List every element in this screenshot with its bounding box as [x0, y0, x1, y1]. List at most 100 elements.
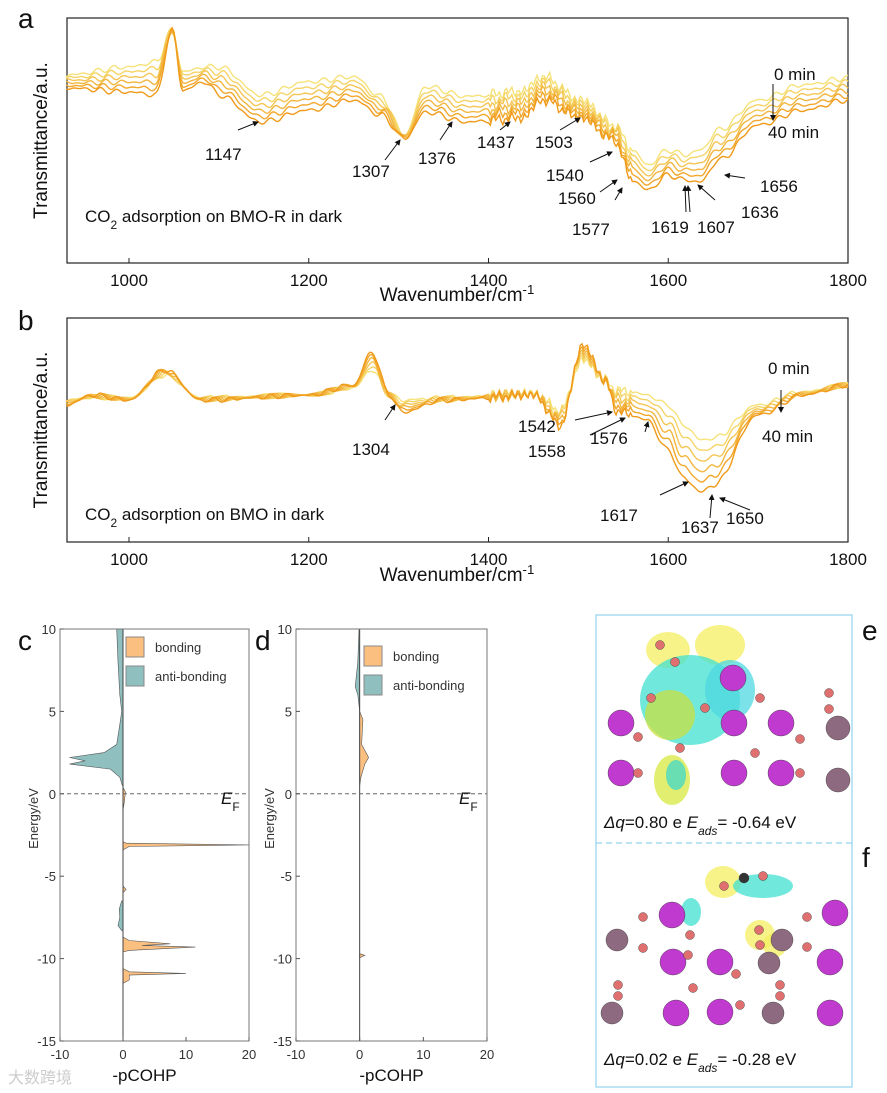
anti-bonding-area: [69, 628, 124, 786]
peak-arrow: [599, 179, 618, 193]
x-tick-label: 1200: [290, 550, 328, 569]
o-atom: [795, 768, 805, 778]
bi-atom: [719, 664, 747, 692]
bi-atom: [607, 759, 635, 787]
peak-arrow: [719, 497, 751, 511]
plot-frame-b: [66, 317, 849, 543]
bi-atom: [816, 948, 844, 976]
bonding-area: [122, 968, 187, 984]
o-atom: [638, 912, 648, 922]
y-tick-label: 5: [285, 704, 292, 719]
o-atom: [755, 940, 765, 950]
legend-end: 40 min: [768, 123, 819, 142]
spectrum-line-a-1: [65, 29, 849, 172]
plot-frame-c: [59, 628, 250, 1042]
legend-start: 0 min: [774, 65, 816, 84]
panel-letter-a: a: [18, 3, 34, 34]
peak-label: 1617: [600, 506, 638, 525]
bi-atom: [816, 999, 844, 1027]
bi-atom: [767, 759, 795, 787]
plot-frame-d: [295, 628, 488, 1042]
legend-label-bonding: bonding: [393, 649, 439, 664]
peak-label: 1607: [697, 218, 735, 237]
y-tick-label: 10: [42, 622, 56, 637]
charge-density-blob: [695, 625, 745, 665]
o-atom: [670, 657, 680, 667]
mo-atom: [757, 951, 781, 975]
spectrum-line-a-4: [65, 28, 849, 186]
o-atom: [824, 688, 834, 698]
y-tick-label: -10: [273, 952, 292, 967]
x-tick-label: 1600: [649, 550, 687, 569]
mo-atom: [761, 1001, 785, 1025]
o-atom: [824, 704, 834, 714]
x-tick-label: -10: [51, 1047, 70, 1062]
o-atom: [638, 943, 648, 953]
peak-label: 1637: [681, 518, 719, 537]
o-atom: [700, 703, 710, 713]
peak-label: 1656: [760, 177, 798, 196]
bi-atom: [767, 709, 795, 737]
peak-label: 1304: [352, 440, 390, 459]
x-tick-label: 1400: [470, 271, 508, 290]
o-atom: [613, 980, 623, 990]
y-axis-label: Energy/eV: [262, 788, 277, 849]
spectrum-line-a-5: [65, 26, 849, 191]
panel-letter-f: f: [862, 842, 870, 873]
bonding-area: [122, 936, 196, 953]
peak-label: 1560: [558, 189, 596, 208]
caption-f: Δq=0.02 e Eads= -0.28 eV: [603, 1050, 797, 1075]
x-tick-label: 1800: [829, 271, 867, 290]
o-atom: [754, 925, 764, 935]
watermark: 大数跨境: [8, 1070, 73, 1087]
mo-atom: [825, 715, 851, 741]
spectrum-line-a-3: [65, 30, 849, 182]
spectrum-line-b-2: [65, 351, 849, 462]
peak-arrow: [685, 185, 692, 213]
legend-start: 0 min: [768, 359, 810, 378]
bi-atom: [720, 709, 748, 737]
o-atom: [685, 930, 695, 940]
chart-title: CO2 adsorption on BMO in dark: [85, 505, 325, 530]
o-atom: [719, 881, 729, 891]
x-tick-label: -10: [287, 1047, 306, 1062]
peak-label: 1636: [741, 203, 779, 222]
peak-arrow: [708, 494, 715, 519]
spectrum-line-a-0: [65, 27, 849, 166]
peak-arrow: [384, 404, 396, 421]
peak-arrow: [589, 417, 626, 436]
x-tick-label: 0: [119, 1047, 126, 1062]
legend-end: 40 min: [762, 427, 813, 446]
x-tick-label: 1000: [110, 271, 148, 290]
y-tick-label: -15: [37, 1034, 56, 1049]
panel-letter-b: b: [18, 305, 34, 336]
x-tick-label: 10: [416, 1047, 430, 1062]
peak-arrow: [659, 481, 689, 496]
fermi-label: EF: [459, 789, 478, 814]
o-atom: [675, 743, 685, 753]
o-atom: [731, 969, 741, 979]
spectrum-line-a-2: [65, 31, 849, 177]
c-atom: [738, 872, 750, 884]
o-atom: [750, 748, 760, 758]
peak-label: 1376: [418, 149, 456, 168]
y-tick-label: -10: [37, 952, 56, 967]
panel-letter-e: e: [862, 615, 878, 646]
x-tick-label: 1200: [290, 271, 328, 290]
x-tick-label: 1600: [649, 271, 687, 290]
peak-arrow: [439, 121, 453, 141]
bi-atom: [706, 948, 734, 976]
peak-arrow: [499, 121, 511, 131]
o-atom: [775, 991, 785, 1001]
x-tick-label: 1000: [110, 550, 148, 569]
fermi-label: EF: [221, 789, 240, 814]
bonding-area: [359, 711, 369, 787]
peak-label: 1540: [546, 166, 584, 185]
peak-arrow: [697, 184, 716, 201]
bi-atom: [720, 759, 748, 787]
o-atom: [655, 640, 665, 650]
bi-atom: [821, 899, 849, 927]
y-axis-label: Transmittance/a.u.: [31, 62, 52, 219]
mo-atom: [600, 1001, 624, 1025]
